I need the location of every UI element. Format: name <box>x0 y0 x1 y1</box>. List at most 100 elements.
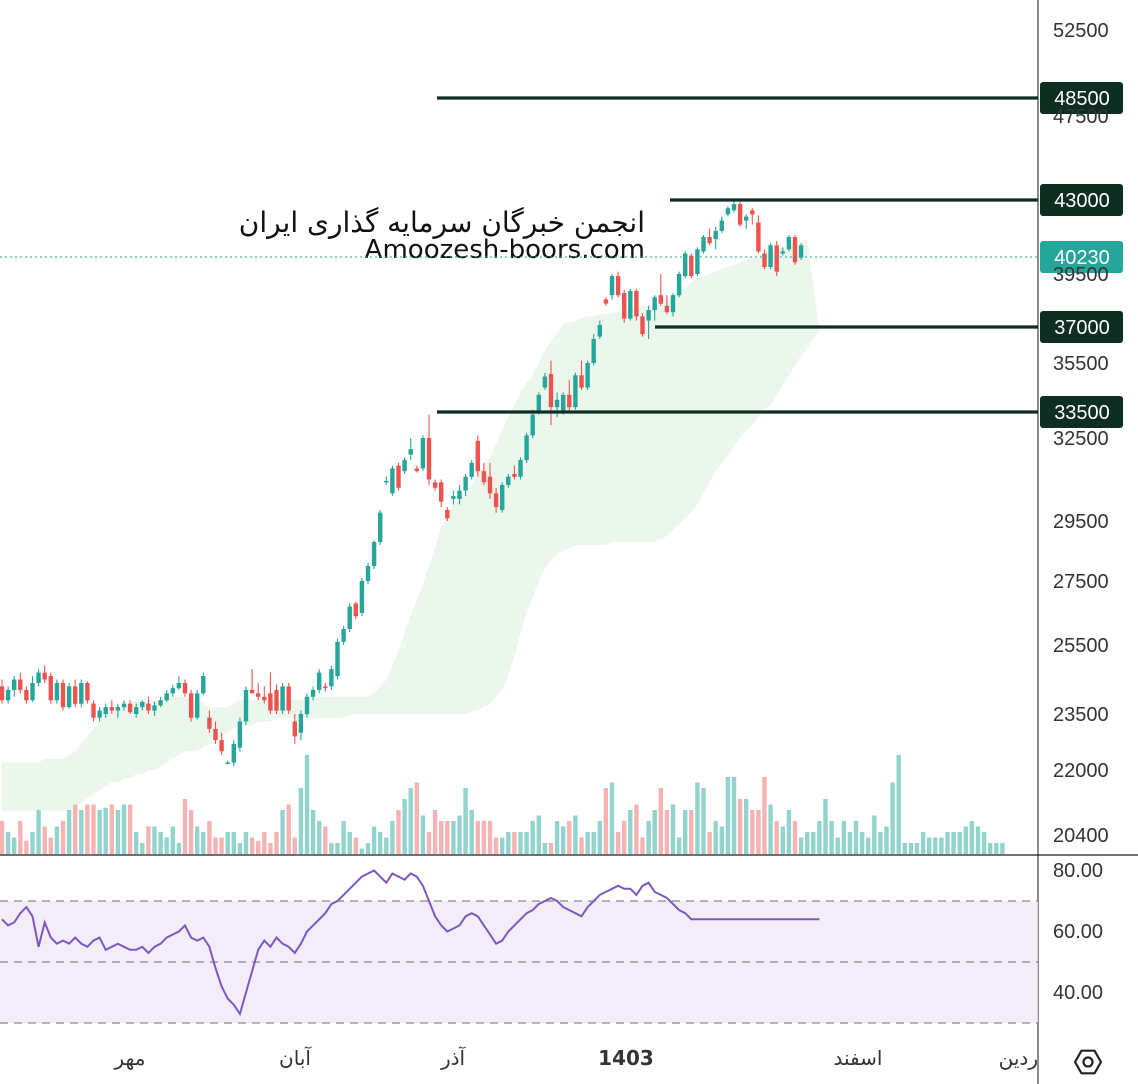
candle <box>646 305 651 339</box>
candle-body <box>170 688 175 694</box>
candle <box>518 457 523 480</box>
volume-bar <box>195 826 200 854</box>
price-axis[interactable]: 52500 47500 39500 35500 32500 29500 2750… <box>1053 20 1109 847</box>
candle-body <box>676 274 682 296</box>
candle-body <box>127 703 133 713</box>
candle <box>60 679 66 711</box>
volume-bar <box>731 777 737 854</box>
candle <box>323 683 328 692</box>
candle <box>262 686 267 704</box>
horizontal-levels[interactable]: 48500 43000 37000 33500 40230 <box>437 82 1123 428</box>
volume-bar <box>280 810 285 854</box>
candle-body <box>640 316 645 335</box>
volume-bar <box>561 826 566 854</box>
candle-body <box>182 683 188 694</box>
volume-bar <box>231 832 236 854</box>
candle <box>506 474 511 488</box>
volume-bar <box>420 815 426 854</box>
candle <box>640 313 645 337</box>
candle <box>42 665 47 683</box>
candle <box>219 732 224 756</box>
candle <box>719 216 724 233</box>
candle-body <box>134 707 139 714</box>
volume-bar <box>140 843 145 854</box>
rsi-tick: 40.00 <box>1053 982 1103 1004</box>
candle-body <box>463 476 468 491</box>
volume-bar <box>439 821 444 854</box>
volume-bar <box>884 826 889 854</box>
candle <box>512 465 517 480</box>
volume-bar <box>701 788 706 854</box>
candle-body <box>188 693 194 718</box>
last-price-tag <box>1040 241 1123 273</box>
rsi-axis[interactable]: 80.00 60.00 40.00 <box>1053 860 1103 1004</box>
volume-bar <box>609 782 615 854</box>
candle-body <box>634 291 639 317</box>
candle-body <box>54 683 60 701</box>
candle <box>329 665 334 690</box>
candle-body <box>609 276 615 296</box>
candle-body <box>518 460 523 477</box>
volume-bar <box>5 832 11 854</box>
candle <box>127 700 133 714</box>
candle <box>158 696 163 708</box>
candle <box>268 672 273 714</box>
volume-bar <box>152 826 157 854</box>
volume-bar <box>274 832 279 854</box>
volume-bar <box>469 810 474 854</box>
candle <box>195 689 200 720</box>
candle-body <box>768 245 773 267</box>
candle <box>371 540 377 569</box>
time-label: مهر <box>114 1046 146 1070</box>
volume-bar <box>237 843 243 854</box>
price-tick: 39500 <box>1053 264 1109 286</box>
level-price-tag <box>1040 311 1123 343</box>
volume-bar <box>945 832 950 854</box>
price-tick: 32500 <box>1053 428 1109 450</box>
candle <box>750 208 755 225</box>
candle <box>48 672 53 704</box>
candle <box>548 360 554 425</box>
candle <box>274 684 279 714</box>
candle <box>36 669 41 687</box>
candle <box>579 360 584 390</box>
time-label: آذر <box>440 1045 467 1070</box>
volume-bar <box>182 799 188 854</box>
volume-bar <box>908 843 914 854</box>
candle-body <box>66 686 72 708</box>
candle-body <box>701 237 706 252</box>
candle-body <box>615 276 621 296</box>
candle <box>256 683 261 701</box>
candle <box>695 247 700 277</box>
candle-body <box>469 462 474 477</box>
candle <box>481 462 487 485</box>
time-axis[interactable]: مهر آبان آذر 1403 اسفند ردین <box>114 1045 1038 1070</box>
candle <box>731 200 737 213</box>
candle <box>225 760 230 765</box>
candle <box>524 432 529 463</box>
volume-bar <box>920 832 926 854</box>
candle-body <box>152 705 157 711</box>
candle-body <box>274 689 279 711</box>
volume-bar <box>36 810 41 854</box>
candle-body <box>737 204 743 225</box>
candle-body <box>567 394 572 408</box>
candle-body <box>689 255 694 277</box>
volume-bar <box>66 810 72 854</box>
level-price-tag <box>1040 184 1123 216</box>
volume-bars <box>0 755 1005 854</box>
price-tick: 23500 <box>1053 704 1109 726</box>
candle-body <box>530 414 535 436</box>
volume-bar <box>97 810 102 854</box>
candle-body <box>457 490 462 499</box>
candle-body <box>658 295 663 304</box>
gear-icon[interactable] <box>1064 1040 1112 1084</box>
candle-body <box>249 689 255 694</box>
volume-bar <box>85 804 90 854</box>
volume-bar <box>524 832 529 854</box>
volume-bar <box>530 821 535 854</box>
candle-body <box>646 310 651 321</box>
candle-body <box>146 703 151 711</box>
candle <box>670 293 676 317</box>
